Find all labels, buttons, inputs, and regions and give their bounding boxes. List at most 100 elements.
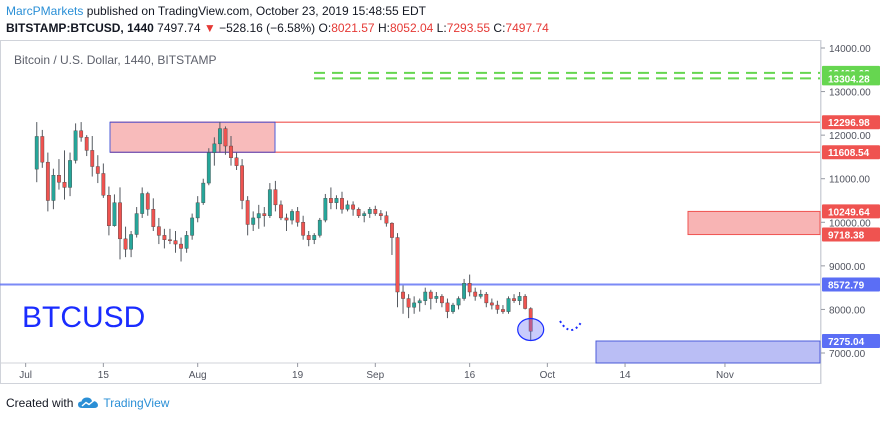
resistance-zone [109, 121, 276, 153]
candle [112, 194, 117, 227]
candle [145, 191, 150, 216]
candle [179, 237, 183, 262]
time-axis[interactable]: Jul 15 Aug 19 Sep 16 Oct 14 Nov [19, 363, 734, 381]
candle [317, 217, 322, 238]
candle-body [340, 198, 344, 210]
price-axis[interactable]: 7000.00 8000.00 9000.00 10000.00 11000.00 120… [821, 44, 880, 360]
price-label: 11608.54 [822, 145, 880, 160]
candle-body [334, 198, 339, 203]
candle-body [173, 240, 178, 245]
candle [456, 296, 461, 310]
candle-body [123, 238, 128, 250]
candle-body [284, 217, 289, 221]
x-tick-label: Oct [540, 370, 556, 381]
candle [473, 287, 478, 301]
annotations-layer [517, 317, 583, 342]
candle [151, 198, 156, 231]
price-label-text: 7275.04 [828, 337, 865, 348]
candle [284, 213, 289, 231]
candle-body [279, 204, 283, 219]
candle [51, 168, 56, 210]
price-label-text: 8572.79 [828, 280, 865, 291]
candle-body [428, 291, 433, 299]
candle [90, 136, 95, 177]
price-label-box [822, 334, 880, 349]
candle-body [84, 137, 89, 151]
price-label: 13304.28 [822, 71, 880, 86]
symbol-label: BITSTAMP:BTCUSD, 1440 [6, 21, 154, 35]
y-tick-label: 12000.00 [829, 131, 871, 142]
candle-body [223, 128, 228, 147]
candle [106, 186, 111, 236]
candle-body [473, 291, 478, 297]
low-label: L: [436, 21, 447, 35]
candle [489, 298, 494, 310]
candle-body [140, 193, 145, 214]
high-value: 8052.04 [389, 21, 434, 35]
x-tick-label: Nov [716, 370, 734, 381]
down-arrow-icon: ▼ [203, 21, 216, 35]
candle-body [367, 209, 372, 214]
publish-info: MarcPMarkets published on TradingView.co… [6, 4, 426, 18]
candle-body [234, 157, 239, 166]
candle-body [489, 302, 494, 306]
price-label-box [822, 71, 880, 86]
candle-body [312, 235, 317, 240]
plot-frame [0, 40, 821, 384]
close-label: C: [493, 21, 506, 35]
candle [462, 278, 466, 301]
candle-body [512, 298, 516, 301]
price-label-text: 10249.64 [828, 207, 870, 218]
candle [301, 215, 306, 240]
candle-body [378, 213, 383, 216]
candle [212, 137, 217, 166]
candle-body [40, 136, 45, 163]
candle [217, 122, 222, 153]
candle [506, 296, 511, 314]
bottom-arc-annotation [559, 320, 583, 331]
candle [79, 122, 84, 142]
candle [434, 292, 439, 303]
close-value: 7497.74 [505, 21, 549, 35]
candle-body [90, 150, 95, 167]
price-label-text: 9718.38 [828, 231, 865, 242]
candle [279, 200, 283, 221]
tradingview-link[interactable]: TradingView [103, 396, 170, 410]
candle-body [34, 136, 39, 170]
candle-body [467, 283, 472, 293]
price-chart[interactable]: 7000.00 8000.00 9000.00 10000.00 11000.00 120… [0, 40, 890, 384]
y-tick-label: 11000.00 [829, 175, 870, 186]
candle [195, 196, 200, 223]
candle-body [317, 219, 322, 236]
candle [240, 159, 244, 210]
candle-body [256, 213, 261, 219]
price-label: 10249.64 [822, 204, 880, 219]
candle [523, 294, 528, 310]
candle [223, 126, 228, 155]
candle-body [190, 217, 195, 236]
price-label: 7275.04 [822, 334, 880, 349]
candle-body [323, 198, 328, 221]
candle [484, 292, 489, 308]
candle [245, 196, 250, 236]
published-text: published on TradingView.com, October 23… [86, 4, 427, 18]
candle-body [373, 209, 378, 214]
candle-body [101, 173, 106, 196]
candle-body [162, 235, 167, 240]
author-link[interactable]: MarcPMarkets [6, 4, 84, 18]
candle-body [45, 161, 50, 201]
candle [190, 213, 195, 240]
candle-body [251, 217, 256, 225]
y-tick-label: 13000.00 [829, 88, 871, 99]
candle [323, 193, 328, 223]
price-label-box [822, 145, 880, 160]
candle-body [95, 166, 100, 174]
candle [401, 285, 405, 314]
tradingview-cloud-icon [78, 397, 99, 408]
candle [57, 159, 61, 190]
candle [428, 289, 433, 310]
candle-body [79, 130, 84, 138]
resistance-zone-2 [687, 210, 821, 236]
candle [206, 148, 211, 186]
candle [362, 211, 367, 223]
